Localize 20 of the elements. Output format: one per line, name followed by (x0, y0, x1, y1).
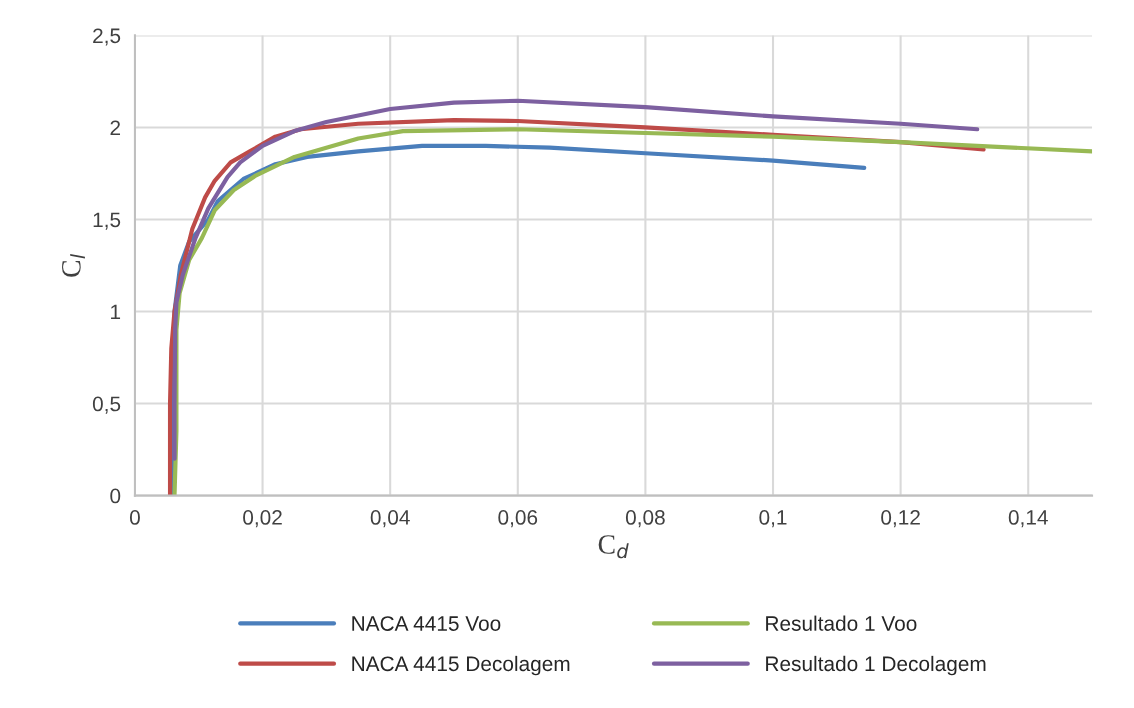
legend-label: NACA 4415 Voo (352, 616, 501, 631)
legend-label: Resultado 1 Voo (766, 615, 917, 631)
x-tick-label: 0,04 (370, 510, 410, 528)
x-tick-label: 0,06 (498, 510, 538, 528)
y-tick-label: 0,5 (92, 396, 121, 414)
y-tick-label: 0 (110, 488, 121, 504)
y-tick-label: 1,5 (93, 212, 121, 230)
legend-label: Resultado 1 Decolagem (766, 655, 986, 676)
x-tick-label: 0,12 (881, 510, 920, 528)
y-tick-label: 2,5 (93, 28, 121, 46)
x-axis-title: C$_{d}$ (598, 535, 629, 559)
x-tick-label: 0,14 (1008, 510, 1048, 528)
y-axis-title: C$_{l}$ (62, 253, 85, 277)
y-tick-label: 2 (110, 120, 121, 135)
x-tick-label: 0,1 (759, 510, 787, 528)
x-tick-label: 0,08 (625, 510, 665, 528)
legend-label: NACA 4415 Decolagem (352, 655, 570, 676)
y-tick-label: 1 (111, 304, 121, 320)
x-tick-label: 0 (129, 510, 140, 525)
x-tick-label: 0,02 (243, 510, 282, 528)
